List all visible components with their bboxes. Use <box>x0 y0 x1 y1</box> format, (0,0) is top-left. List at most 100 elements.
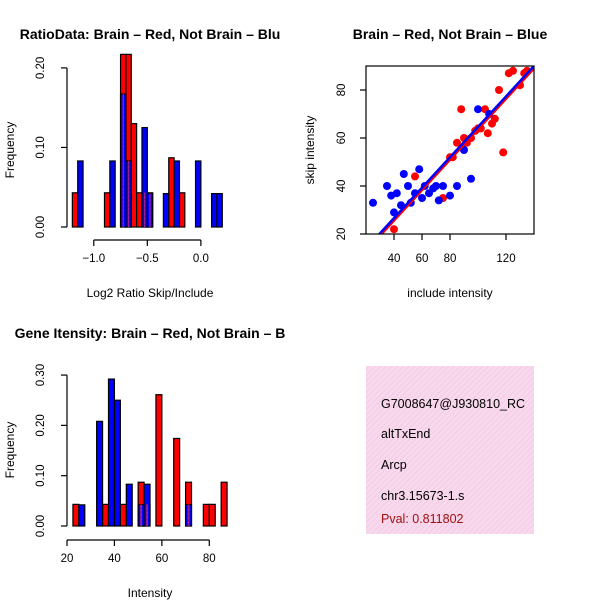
gene-brain-bar <box>101 503 110 527</box>
scatter-y-tick-label: 40 <box>336 180 348 193</box>
ratio-not-brain-bar <box>194 160 202 228</box>
not-brain-fit-line <box>377 66 534 234</box>
ratio-x-tick-label: 0.0 <box>193 253 209 265</box>
ratio-y-tick-label: 0.20 <box>35 57 47 79</box>
gene-x-tick-label: 20 <box>61 553 74 565</box>
intensity-scatter-panel: Brain – Red, Not Brain – Blue 40 60 80 120 2… <box>303 26 547 300</box>
brain-point <box>499 148 508 157</box>
intensity-scatter-title: Brain – Red, Not Brain – Blue <box>353 26 548 42</box>
brain-point <box>483 129 492 138</box>
not-brain-point <box>434 196 443 205</box>
ratio-not-brain-bar <box>173 160 181 228</box>
gene-not-brain-bar <box>113 399 121 527</box>
gene-brain-bar <box>202 503 210 527</box>
event-id-text: G7008647@J930810_RC <box>381 397 525 411</box>
gene-name-text: Arcp <box>381 458 407 472</box>
gene-intensity-histogram-axes: 20 40 60 80 0.00 0.10 0.20 0.30 <box>35 364 216 565</box>
gene-x-tick-label: 40 <box>108 553 121 565</box>
scatter-x-tick-label: 40 <box>388 253 401 265</box>
info-box-background <box>366 366 534 534</box>
ratio-y-tick-label: 0.00 <box>35 216 47 238</box>
gene-y-tick-label: 0.30 <box>35 364 47 386</box>
ratio-brain-bar <box>178 192 186 228</box>
gene-brain-bar <box>208 503 216 527</box>
ratio-overlap-bar <box>122 94 124 227</box>
gene-intensity-histogram-xlabel: Intensity <box>128 586 173 600</box>
gene-intensity-histogram-ylabel: Frequency <box>3 422 17 479</box>
not-brain-point <box>446 191 454 200</box>
not-brain-point <box>404 182 412 190</box>
not-brain-point <box>392 189 401 198</box>
brain-point <box>390 225 398 234</box>
intensity-scatter-plot: 40 60 80 120 20 40 60 80 <box>336 65 535 265</box>
not-brain-point <box>415 165 424 174</box>
gene-y-tick-label: 0.20 <box>35 414 47 436</box>
ratio-brain-bar <box>136 192 143 228</box>
ratio-brain-bar <box>130 122 138 228</box>
scatter-y-tick-label: 60 <box>336 132 348 145</box>
gene-intensity-histogram-panel: Gene Itensity: Brain – Red, Not Brain – … <box>3 325 285 600</box>
scatter-y-tick-label: 80 <box>336 84 348 97</box>
ratio-overlap-bar <box>127 160 130 227</box>
ratio-brain-bar <box>168 157 175 228</box>
gene-x-tick-label: 60 <box>155 553 168 565</box>
gene-y-tick-label: 0.00 <box>35 515 47 537</box>
ratio-not-brain-bar <box>216 192 223 228</box>
gene-brain-bar <box>220 481 228 527</box>
scatter-x-tick-label: 80 <box>444 253 457 265</box>
gene-intensity-histogram-title: Gene Itensity: Brain – Red, Not Brain – … <box>15 325 286 341</box>
not-brain-point <box>399 170 408 178</box>
brain-point <box>490 114 499 123</box>
ratio-brain-bar <box>103 192 111 228</box>
location-text: chr3.15673-1.s <box>381 489 464 503</box>
not-brain-point <box>453 182 461 190</box>
gene-brain-bar <box>119 503 127 527</box>
ratio-not-brain-bar <box>162 192 170 228</box>
brain-point <box>509 66 517 75</box>
intensity-scatter-xlabel: include intensity <box>407 286 492 300</box>
event-type-text: altTxEnd <box>381 427 430 441</box>
ratio-histogram-xlabel: Log2 Ratio Skip/Include <box>87 286 214 300</box>
gene-not-brain-bar <box>125 483 133 527</box>
ratio-not-brain-bar <box>77 160 84 228</box>
gene-brain-bar <box>155 394 163 527</box>
scatter-points-layer <box>369 66 534 234</box>
gene-y-tick-label: 0.10 <box>35 464 47 486</box>
ratio-histogram-axes: −1.0 −0.5 0.0 0.00 0.10 0.20 <box>35 57 209 265</box>
not-brain-point <box>383 182 391 190</box>
scatter-x-tick-label: 120 <box>496 253 515 265</box>
brain-fit-line <box>379 67 534 234</box>
ratio-x-tick-label: −1.0 <box>82 253 105 265</box>
brain-point <box>495 86 503 94</box>
gene-x-tick-label: 80 <box>203 553 216 565</box>
ratio-histogram-bars <box>71 53 223 228</box>
gene-not-brain-bar <box>96 420 104 527</box>
brain-point <box>453 138 461 147</box>
brain-point <box>411 172 419 181</box>
ratio-histogram-ylabel: Frequency <box>3 122 17 179</box>
ratio-histogram-panel: RatioData: Brain – Red, Not Brain – Blu … <box>3 26 280 300</box>
not-brain-point <box>474 105 482 114</box>
not-brain-point <box>369 198 377 207</box>
gene-intensity-histogram-bars <box>72 378 228 527</box>
ratio-not-brain-bar <box>109 160 116 228</box>
not-brain-point <box>432 182 440 190</box>
gene-not-brain-bar <box>107 378 116 527</box>
ratio-overlap-bar <box>143 192 146 227</box>
brain-point <box>457 105 466 114</box>
gene-brain-bar <box>173 437 181 527</box>
scatter-y-tick-label: 20 <box>336 228 348 241</box>
ratio-x-tick-label: −0.5 <box>136 253 159 265</box>
scatter-x-tick-label: 60 <box>416 253 429 265</box>
gene-overlap-bar <box>140 504 143 526</box>
ratio-histogram-title: RatioData: Brain – Red, Not Brain – Blu <box>20 26 281 42</box>
not-brain-point <box>467 174 475 183</box>
gene-overlap-bar <box>187 504 190 526</box>
ratio-y-tick-label: 0.10 <box>35 136 47 158</box>
pval-text: Pval: 0.811802 <box>381 512 464 526</box>
not-brain-point <box>439 182 447 190</box>
gene-overlap-bar <box>146 504 148 526</box>
intensity-scatter-ylabel: skip intensity <box>303 116 317 185</box>
ratio-not-brain-bar <box>210 192 218 228</box>
